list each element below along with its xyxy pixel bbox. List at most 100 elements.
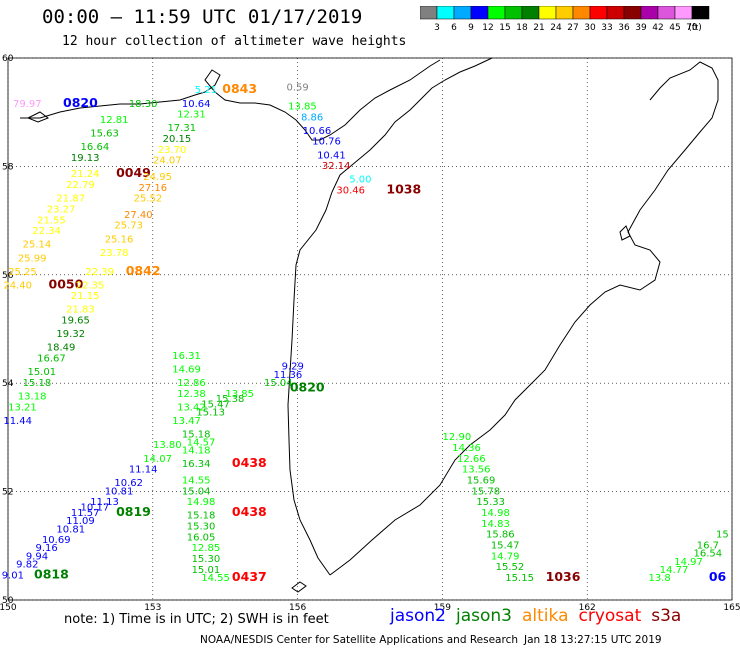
pass-time-label: 0437	[232, 569, 267, 584]
wave-height-value: 21.83	[66, 305, 95, 316]
wave-height-value: 12.81	[100, 115, 129, 126]
wave-height-color-legend: 3 6 9 12 15 18 21 24 27 30 33 36 39 42 45 70(ft)	[420, 6, 710, 33]
wave-height-value: 15.18	[187, 511, 216, 522]
lon-tick-label: 159	[434, 603, 451, 613]
wave-height-value: 15.69	[467, 475, 496, 486]
lon-tick-label: 162	[579, 603, 596, 613]
pass-time-label: 0819	[116, 504, 151, 519]
pass-time-label: 1038	[386, 182, 421, 197]
wave-height-value: 9.94	[26, 551, 48, 562]
wave-height-value: 15.78	[472, 486, 501, 497]
wave-height-value: 22.35	[76, 280, 105, 291]
legend-bin-label: 33	[601, 23, 612, 33]
wave-height-value: 15.47	[491, 541, 520, 552]
wave-height-value: 27.16	[138, 183, 167, 194]
wave-height-value: 15.04	[182, 486, 211, 497]
wave-height-value: 16.34	[182, 459, 211, 470]
note-text: note: 1) Time is in UTC; 2) SWH is in fe…	[64, 612, 329, 627]
wave-height-value: 15.63	[90, 129, 119, 140]
coastline	[20, 57, 719, 593]
pass-time-label: 0843	[222, 81, 257, 96]
wave-height-value: 10.62	[114, 478, 143, 489]
wave-height-value: 25.99	[18, 253, 47, 264]
legend-bin-label: 42	[652, 23, 663, 33]
wave-height-value: 14.07	[143, 454, 172, 465]
wave-height-value: 14.18	[182, 446, 211, 457]
wave-height-value: 22.79	[66, 180, 95, 191]
wave-height-value: 5.21	[195, 85, 217, 96]
legend-bin-label: 36	[618, 23, 630, 33]
wave-height-value: 14.69	[172, 364, 201, 375]
wave-height-value: 14.98	[187, 497, 216, 508]
wave-height-value: 13.56	[462, 465, 491, 476]
wave-height-value: 23.70	[158, 145, 187, 156]
satellite-legend-item: s3a	[651, 606, 682, 626]
pass-time-label: 0820	[63, 95, 98, 110]
wave-height-value: 22.34	[32, 226, 61, 237]
legend-bin-label: 30	[584, 23, 596, 33]
wave-height-value: 15.86	[486, 530, 515, 541]
wave-height-value: 15	[716, 530, 729, 541]
wave-height-value: 11.13	[90, 497, 119, 508]
wave-height-value: 14.79	[491, 551, 520, 562]
wave-height-value: 12.85	[192, 543, 221, 554]
wave-height-value: 15.04	[264, 378, 293, 389]
wave-height-value: 21.24	[71, 169, 100, 180]
legend-bin-label: 15	[499, 23, 510, 33]
wave-height-value: 12.66	[457, 454, 486, 465]
wave-height-value: 16.05	[187, 532, 216, 543]
wave-height-value: 14.98	[481, 508, 510, 519]
wave-height-value: 20.15	[163, 134, 192, 145]
lon-tick-label: 165	[723, 603, 740, 613]
legend-unit-label: (ft)	[688, 23, 702, 33]
kamchatka-west-coast	[287, 57, 493, 576]
wave-height-value: 23.27	[47, 204, 76, 215]
wave-height-value: 10.17	[81, 503, 110, 514]
pass-time-label: 0049	[116, 165, 151, 180]
wave-height-value: 9.29	[282, 362, 304, 373]
wave-height-value: 10.41	[317, 150, 346, 161]
wave-height-value: 15.30	[187, 522, 216, 533]
pass-time-label: 0842	[126, 263, 161, 278]
wave-height-value: 19.13	[71, 153, 100, 164]
wave-height-value: 25.52	[134, 194, 163, 205]
wave-height-value: 12.38	[177, 389, 206, 400]
wave-height-value: 21.87	[56, 194, 85, 205]
wave-height-value: 12.31	[177, 110, 206, 121]
satellite-legend: jason2 jason3 altika cryosat s3a	[390, 606, 691, 626]
legend-bin-label: 24	[550, 23, 562, 33]
wave-height-value: 19.32	[56, 329, 85, 340]
legend-bin-label: 18	[516, 23, 528, 33]
wave-height-value: 16.7	[697, 541, 719, 552]
legend-bin-label: 3	[434, 23, 440, 33]
wave-height-value: 18.49	[47, 343, 76, 354]
wave-height-value: 13.42	[177, 402, 206, 413]
pass-time-label: 0438	[232, 455, 267, 470]
wave-height-value: 10.81	[105, 486, 134, 497]
wave-height-value: 15.01	[27, 367, 56, 378]
wave-height-value: 30.46	[336, 186, 365, 197]
wave-height-value: 10.69	[42, 535, 71, 546]
okhotsk-north-coast	[20, 59, 441, 141]
wave-height-value: 11.44	[3, 416, 32, 427]
graticule	[7, 57, 733, 601]
lat-tick-label: 60	[2, 54, 14, 64]
wave-height-value: 11.57	[71, 508, 100, 519]
wave-height-value: 32.14	[322, 161, 351, 172]
legend-bin-label: 45	[669, 23, 680, 33]
credit-text: NOAA/NESDIS Center for Satellite Applica…	[200, 634, 518, 646]
wave-height-value: 15.18	[182, 429, 211, 440]
wave-height-value: 14.77	[660, 565, 689, 576]
pass-time-label: 0050	[49, 276, 84, 291]
wave-height-value: 21.55	[37, 215, 66, 226]
wave-height-value: 14.57	[187, 438, 216, 449]
wave-height-value: 8.86	[301, 112, 323, 123]
lon-tick-label: 150	[0, 603, 17, 613]
wave-height-value: 13.18	[18, 391, 47, 402]
wave-height-value: 14.55	[201, 573, 230, 584]
wave-height-value: 16.67	[37, 354, 66, 365]
wave-height-value: 9.82	[16, 559, 38, 570]
